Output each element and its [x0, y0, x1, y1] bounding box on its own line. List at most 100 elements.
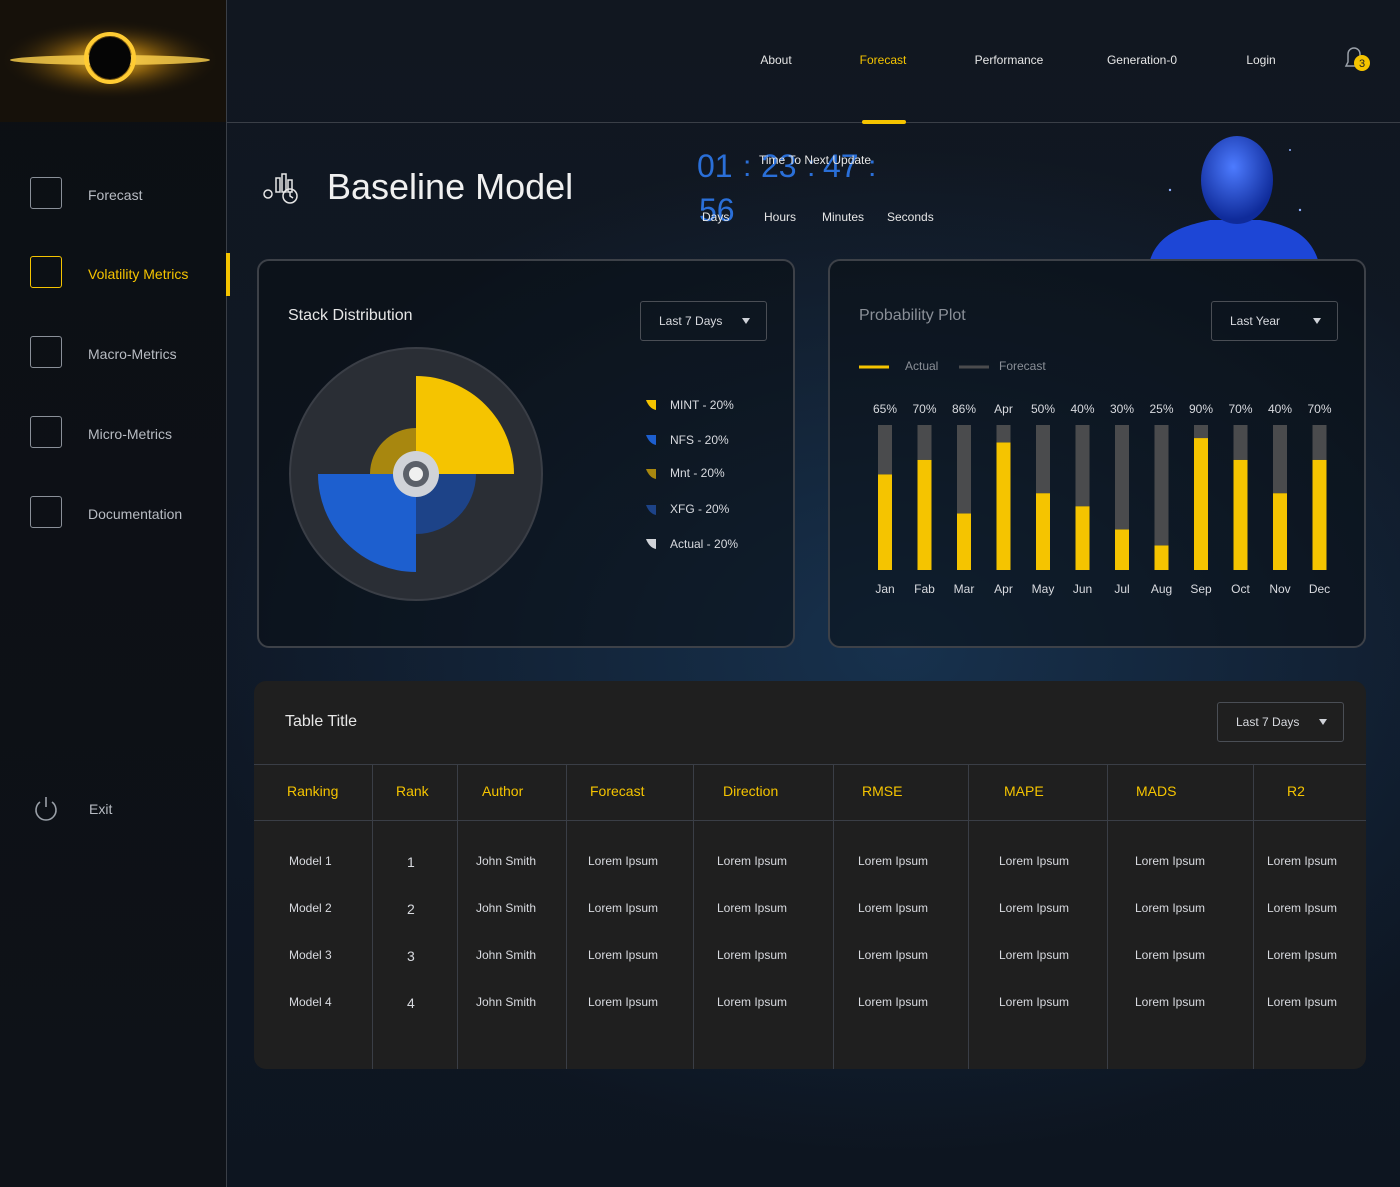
- table-cell: Model 1: [289, 854, 332, 868]
- bar: [917, 459, 932, 570]
- table-cell: Lorem Ipsum: [999, 948, 1070, 962]
- countdown-unit: Hours: [764, 210, 797, 224]
- notification-count: 3: [1359, 58, 1365, 70]
- bar: [1075, 425, 1090, 507]
- column-rule: [1107, 764, 1108, 1069]
- table-cell: 1: [407, 854, 415, 870]
- countdown-value: 23: [761, 148, 797, 184]
- table-cell: Lorem Ipsum: [1135, 854, 1206, 868]
- table-cell: Model 3: [289, 948, 332, 962]
- sidebar: Exit Forecast Volatility Metrics Macro-Met…: [0, 0, 230, 1187]
- bar: [878, 425, 892, 475]
- countdown-value: 56: [699, 192, 735, 228]
- x-tick-label: Fab: [914, 582, 935, 596]
- table-cell: John Smith: [476, 901, 537, 915]
- bar: [1154, 425, 1169, 546]
- table-cell: Lorem Ipsum: [999, 854, 1070, 868]
- bar: [1273, 493, 1287, 570]
- side-icon[interactable]: [30, 416, 62, 448]
- table-rule: [254, 820, 1366, 821]
- x-tick-label: Mar: [954, 582, 975, 596]
- page-title: Baseline Model: [327, 166, 574, 207]
- bar: [1194, 438, 1208, 570]
- logo: [0, 0, 226, 122]
- top-label: 50%: [1031, 402, 1055, 416]
- bar: [1233, 425, 1248, 460]
- table-cell: Lorem Ipsum: [588, 948, 659, 962]
- side-icon[interactable]: [30, 336, 62, 368]
- top-label: 25%: [1149, 402, 1173, 416]
- legend-item: Actual - 20%: [670, 537, 739, 551]
- dropdown[interactable]: Last 7 Days: [640, 301, 767, 341]
- top-label: 40%: [1268, 402, 1292, 416]
- side-icon[interactable]: [30, 496, 62, 528]
- active-indicator: [226, 253, 230, 296]
- side-item[interactable]: Forecast: [88, 187, 143, 203]
- nav-item[interactable]: About: [760, 53, 792, 67]
- nav-item[interactable]: Forecast: [859, 53, 907, 67]
- bar: [996, 442, 1011, 570]
- column-rule: [1253, 764, 1254, 1069]
- exit-icon[interactable]: [32, 795, 60, 823]
- column-header: MAPE: [1004, 783, 1044, 799]
- x-tick-label: Oct: [1231, 582, 1250, 596]
- side-item[interactable]: Documentation: [88, 506, 183, 522]
- dropdown[interactable]: Last Year: [1211, 301, 1338, 341]
- table-cell: Lorem Ipsum: [717, 948, 788, 962]
- legend-label: Actual: [905, 359, 938, 373]
- column-header: Direction: [723, 783, 779, 799]
- top-label: Apr: [994, 402, 1013, 416]
- table-cell: Model 2: [289, 901, 332, 915]
- nav-underline: [862, 120, 906, 124]
- x-tick-label: Aug: [1151, 582, 1172, 596]
- table-cell: John Smith: [476, 995, 537, 1009]
- bar: [1273, 425, 1287, 494]
- x-tick-label: Dec: [1309, 582, 1330, 596]
- nav-item[interactable]: Generation-0: [1106, 53, 1178, 67]
- side-icon[interactable]: [30, 256, 62, 288]
- bell[interactable]: 3: [1338, 40, 1374, 76]
- table-cell: Lorem Ipsum: [999, 901, 1070, 915]
- column-header: RMSE: [862, 783, 903, 799]
- x-tick-label: Jul: [1114, 582, 1129, 596]
- nav-item[interactable]: Login: [1246, 53, 1276, 67]
- x-tick-label: Apr: [994, 582, 1013, 596]
- side-icon[interactable]: [30, 177, 62, 209]
- stack-graphic: [289, 347, 543, 601]
- column-rule: [457, 764, 458, 1069]
- table-cell: Lorem Ipsum: [1135, 995, 1206, 1009]
- column-rule: [372, 764, 373, 1069]
- table-cell: Lorem Ipsum: [588, 854, 659, 868]
- top-label: 90%: [1189, 402, 1213, 416]
- bar: [957, 513, 971, 570]
- bar: [917, 425, 932, 460]
- side-item[interactable]: Macro-Metrics: [88, 346, 177, 362]
- bar: [1075, 506, 1090, 570]
- side-item[interactable]: Volatility Metrics: [88, 266, 189, 282]
- nav-item[interactable]: Performance: [974, 53, 1044, 67]
- table-title: Table Title: [285, 713, 358, 730]
- bar: [1036, 425, 1050, 494]
- table-cell: Lorem Ipsum: [1267, 995, 1338, 1009]
- top-label: 30%: [1110, 402, 1134, 416]
- table-cell: 4: [407, 995, 415, 1011]
- legend-item: XFG - 20%: [670, 502, 730, 516]
- dropdown[interactable]: Last 7 Days: [1217, 702, 1344, 742]
- legend-swatches: [646, 400, 656, 549]
- column-header: R2: [1287, 783, 1305, 799]
- column-header: Ranking: [287, 783, 339, 799]
- bar: [1194, 425, 1208, 439]
- table-cell: Model 4: [289, 995, 332, 1009]
- side-item[interactable]: Micro-Metrics: [88, 426, 172, 442]
- top-label: 70%: [912, 402, 936, 416]
- table-cell: Lorem Ipsum: [717, 995, 788, 1009]
- legend-item: NFS - 20%: [670, 433, 729, 447]
- top-label: 65%: [873, 402, 897, 416]
- bar: [878, 474, 892, 570]
- separator: :: [868, 150, 877, 183]
- separator: :: [743, 150, 752, 183]
- bar: [1154, 545, 1169, 570]
- column-header: Forecast: [590, 783, 645, 799]
- exit[interactable]: Exit: [89, 801, 113, 817]
- table-cell: Lorem Ipsum: [588, 901, 659, 915]
